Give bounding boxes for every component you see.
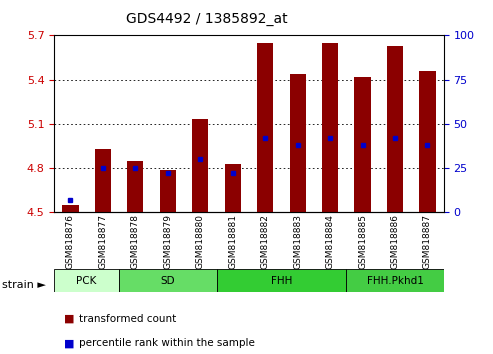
Bar <box>119 269 216 292</box>
Bar <box>289 74 306 212</box>
Bar <box>225 164 241 212</box>
Text: percentile rank within the sample: percentile rank within the sample <box>79 338 255 348</box>
Bar <box>95 149 111 212</box>
Bar <box>387 46 403 212</box>
Text: ■: ■ <box>64 338 74 348</box>
Bar <box>257 43 273 212</box>
Bar <box>346 269 444 292</box>
Text: PCK: PCK <box>76 275 97 286</box>
Bar <box>62 205 78 212</box>
Bar <box>54 269 119 292</box>
Bar <box>322 43 338 212</box>
Bar <box>127 161 143 212</box>
Bar <box>420 71 436 212</box>
Bar <box>160 170 176 212</box>
Text: strain ►: strain ► <box>2 280 46 290</box>
Text: transformed count: transformed count <box>79 314 176 324</box>
Text: GDS4492 / 1385892_at: GDS4492 / 1385892_at <box>126 12 288 27</box>
Text: ■: ■ <box>64 314 74 324</box>
Text: SD: SD <box>161 275 175 286</box>
Text: FHH.Pkhd1: FHH.Pkhd1 <box>367 275 423 286</box>
Bar <box>216 269 346 292</box>
Bar <box>192 120 209 212</box>
Text: FHH: FHH <box>271 275 292 286</box>
Bar <box>354 77 371 212</box>
